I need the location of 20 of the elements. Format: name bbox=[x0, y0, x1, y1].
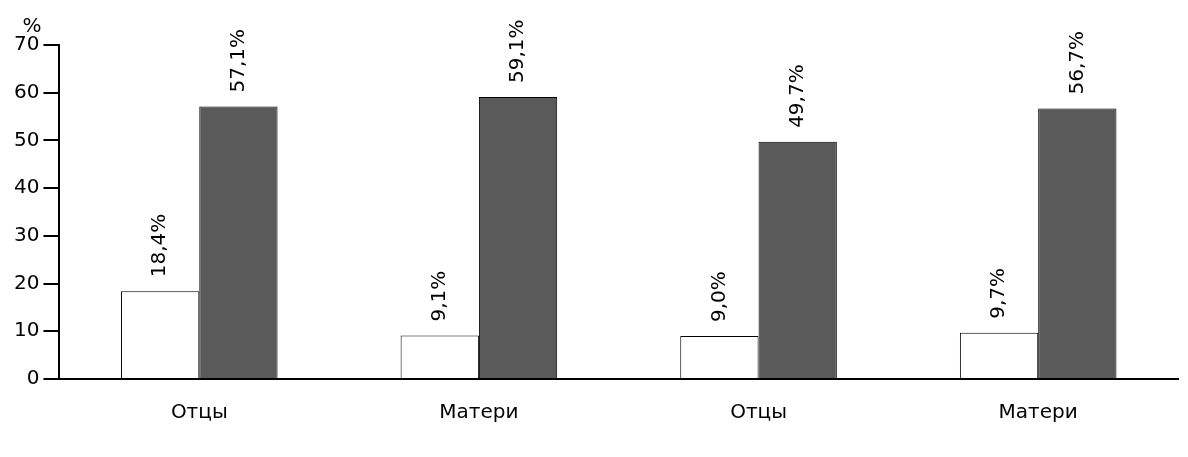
x-tick-label: Отцы bbox=[170, 399, 228, 424]
y-tick-label: 50 bbox=[14, 126, 40, 151]
y-tick-label: 60 bbox=[14, 78, 40, 103]
data-label: 56,7% bbox=[1063, 30, 1088, 95]
data-label: 59,1% bbox=[504, 19, 529, 84]
data-label: 9,7% bbox=[985, 267, 1010, 319]
y-tick-label: 40 bbox=[14, 174, 40, 199]
x-tick-label: Отцы bbox=[730, 399, 787, 424]
data-label: 18,4% bbox=[146, 213, 171, 278]
x-tick-label: Матери bbox=[439, 399, 519, 424]
data-label: 9,1% bbox=[425, 270, 450, 322]
data-label: 57,1% bbox=[224, 29, 249, 93]
y-tick-label: 70 bbox=[14, 31, 40, 56]
y-tick-label: 0 bbox=[26, 365, 40, 390]
y-tick-label: 20 bbox=[14, 269, 40, 294]
data-label: 49,7% bbox=[783, 64, 808, 128]
data-label: 9,0% bbox=[705, 271, 730, 323]
x-tick-label: Матери bbox=[998, 399, 1078, 424]
y-tick-label: 10 bbox=[14, 317, 40, 342]
y-tick-label: 30 bbox=[14, 222, 40, 247]
